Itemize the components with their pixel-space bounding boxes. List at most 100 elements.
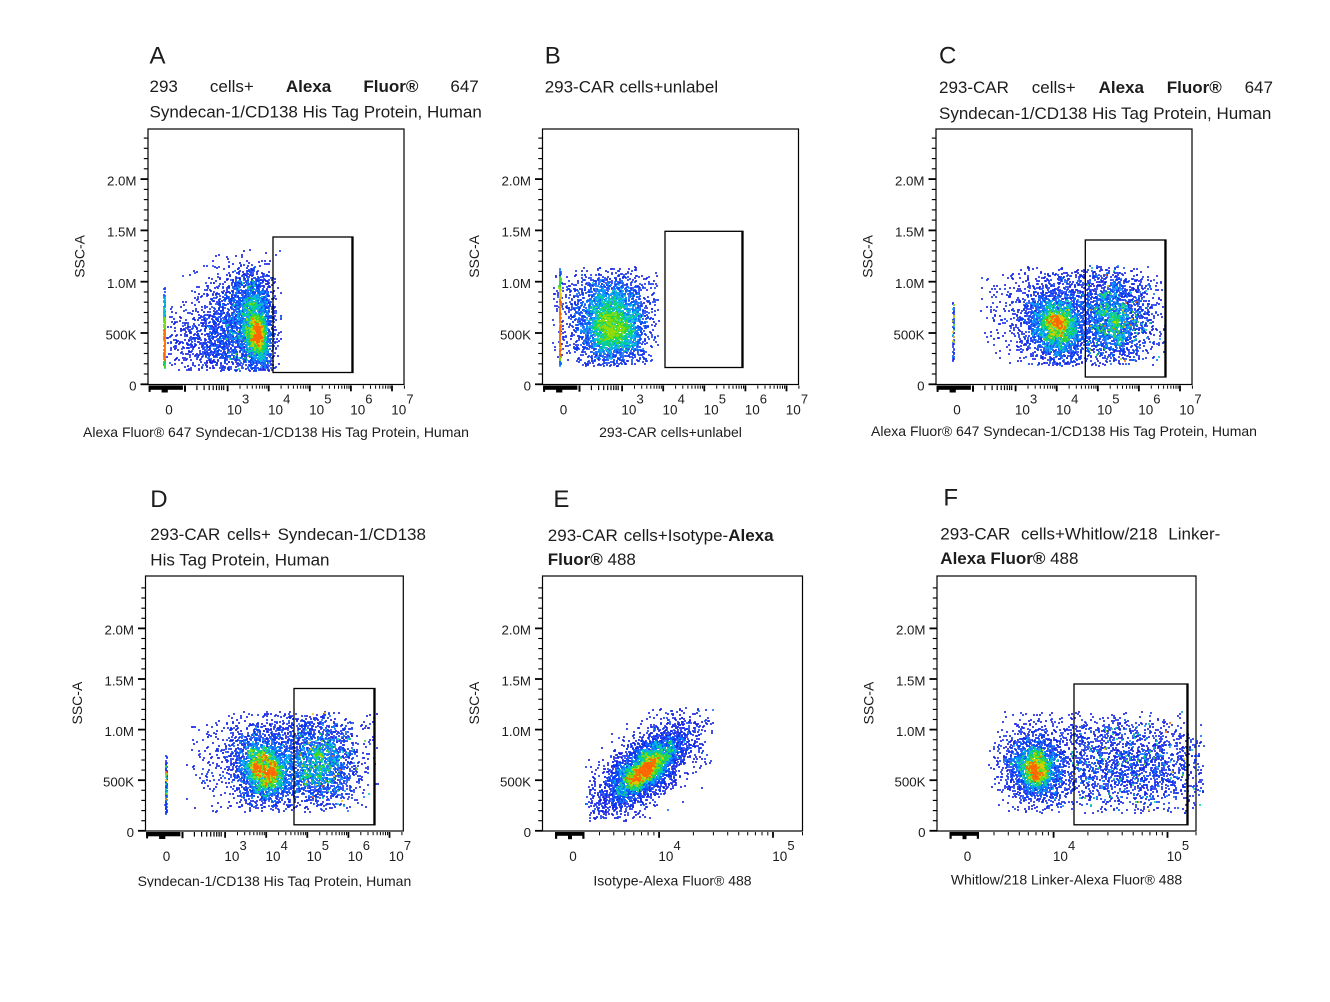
svg-text:1.0M: 1.0M — [501, 724, 531, 739]
svg-text:4: 4 — [678, 392, 685, 407]
svg-text:Alexa Fluor® 647 Syndecan-1/CD: Alexa Fluor® 647 Syndecan-1/CD138 His Ta… — [83, 424, 469, 440]
svg-text:Alexa: Alexa — [728, 526, 774, 545]
svg-text:A: A — [150, 42, 166, 69]
svg-text:Syndecan-1/CD138 His Tag Prote: Syndecan-1/CD138 His Tag Protein, Human — [150, 103, 482, 122]
svg-text:cells+Isotype-: cells+Isotype- — [624, 526, 728, 545]
svg-text:His Tag Protein, Human: His Tag Protein, Human — [150, 551, 329, 570]
svg-text:Syndecan-1/CD138 His Tag Prote: Syndecan-1/CD138 His Tag Protein, Human — [138, 873, 412, 889]
svg-text:4: 4 — [1068, 838, 1075, 853]
svg-text:10: 10 — [1015, 403, 1030, 418]
svg-text:10: 10 — [1097, 403, 1112, 418]
svg-text:2.0M: 2.0M — [107, 173, 137, 188]
svg-text:10: 10 — [1056, 403, 1071, 418]
svg-text:3: 3 — [242, 392, 249, 407]
svg-text:1.5M: 1.5M — [501, 673, 531, 688]
svg-text:C: C — [939, 42, 956, 69]
svg-text:SSC-A: SSC-A — [861, 681, 877, 724]
svg-text:293-CAR cells+unlabel: 293-CAR cells+unlabel — [545, 78, 718, 97]
svg-text:1.5M: 1.5M — [896, 673, 926, 688]
svg-text:488: 488 — [608, 550, 636, 569]
svg-text:Isotype-Alexa Fluor® 488: Isotype-Alexa Fluor® 488 — [593, 872, 751, 888]
svg-text:10: 10 — [224, 849, 239, 864]
svg-text:10: 10 — [745, 403, 760, 418]
svg-text:2.0M: 2.0M — [104, 623, 134, 638]
svg-text:SSC-A: SSC-A — [69, 681, 85, 724]
svg-text:293-CAR: 293-CAR — [940, 525, 1010, 544]
svg-text:6: 6 — [760, 392, 767, 407]
svg-text:0: 0 — [917, 379, 924, 394]
svg-text:647: 647 — [1245, 78, 1273, 97]
svg-text:10: 10 — [348, 849, 363, 864]
svg-text:10: 10 — [266, 849, 281, 864]
svg-text:10: 10 — [1138, 403, 1153, 418]
svg-text:1.5M: 1.5M — [104, 673, 134, 688]
svg-text:Fluor®: Fluor® — [548, 550, 603, 569]
svg-text:293-CAR: 293-CAR — [939, 78, 1009, 97]
svg-text:2.0M: 2.0M — [896, 623, 926, 638]
svg-text:cells+: cells+ — [227, 525, 271, 544]
svg-text:647: 647 — [450, 77, 478, 96]
svg-text:Fluor®: Fluor® — [1167, 78, 1222, 97]
svg-text:7: 7 — [406, 392, 413, 407]
svg-text:1.0M: 1.0M — [896, 724, 926, 739]
svg-text:10: 10 — [1167, 849, 1182, 864]
svg-text:488: 488 — [1050, 549, 1078, 568]
svg-text:SSC-A: SSC-A — [466, 234, 482, 277]
svg-text:0: 0 — [560, 403, 568, 418]
svg-text:10: 10 — [663, 403, 678, 418]
svg-text:293-CAR cells+unlabel: 293-CAR cells+unlabel — [599, 424, 742, 440]
svg-text:0: 0 — [524, 825, 531, 840]
svg-text:500K: 500K — [500, 775, 531, 790]
svg-text:0: 0 — [524, 379, 531, 394]
svg-text:cells+: cells+ — [1032, 78, 1076, 97]
svg-text:2.0M: 2.0M — [501, 623, 531, 638]
svg-text:cells+Whitlow/218: cells+Whitlow/218 — [1021, 525, 1158, 544]
svg-text:10: 10 — [391, 403, 406, 418]
svg-text:SSC-A: SSC-A — [466, 681, 482, 724]
svg-text:6: 6 — [365, 392, 372, 407]
svg-text:B: B — [545, 42, 561, 69]
svg-text:5: 5 — [322, 838, 329, 853]
svg-text:Alexa: Alexa — [286, 77, 332, 96]
svg-text:5: 5 — [1182, 838, 1189, 853]
svg-text:10: 10 — [658, 849, 673, 864]
svg-text:3: 3 — [637, 392, 644, 407]
svg-text:0: 0 — [163, 849, 171, 864]
svg-text:10: 10 — [350, 403, 365, 418]
svg-text:0: 0 — [569, 849, 577, 864]
svg-text:10: 10 — [621, 403, 636, 418]
svg-text:5: 5 — [1112, 392, 1119, 407]
svg-text:cells+: cells+ — [210, 77, 254, 96]
svg-text:10: 10 — [268, 403, 283, 418]
svg-text:1.5M: 1.5M — [895, 225, 925, 240]
svg-text:1.5M: 1.5M — [501, 225, 531, 240]
svg-text:500K: 500K — [893, 327, 924, 342]
svg-text:0: 0 — [918, 825, 925, 840]
svg-text:1.0M: 1.0M — [104, 724, 134, 739]
svg-text:2.0M: 2.0M — [895, 173, 925, 188]
svg-text:D: D — [150, 486, 167, 513]
svg-text:0: 0 — [964, 849, 972, 864]
svg-text:Syndecan-1/CD138: Syndecan-1/CD138 — [278, 525, 426, 544]
svg-text:1.5M: 1.5M — [107, 225, 137, 240]
svg-text:500K: 500K — [500, 327, 531, 342]
svg-text:Alexa Fluor®: Alexa Fluor® — [940, 549, 1046, 568]
svg-text:Whitlow/218 Linker-Alexa Fluor: Whitlow/218 Linker-Alexa Fluor® 488 — [951, 871, 1183, 887]
svg-text:1.0M: 1.0M — [107, 276, 137, 291]
svg-text:4: 4 — [674, 838, 681, 853]
svg-text:3: 3 — [240, 838, 247, 853]
svg-text:5: 5 — [324, 392, 331, 407]
svg-text:Linker-: Linker- — [1168, 525, 1220, 544]
svg-text:E: E — [553, 486, 569, 513]
svg-text:3: 3 — [1030, 392, 1037, 407]
svg-text:SSC-A: SSC-A — [860, 234, 876, 277]
svg-text:10: 10 — [772, 849, 787, 864]
svg-text:SSC-A: SSC-A — [72, 234, 88, 277]
svg-text:4: 4 — [283, 392, 290, 407]
svg-text:Syndecan-1/CD138 His Tag Prote: Syndecan-1/CD138 His Tag Protein, Human — [939, 104, 1271, 123]
svg-text:10: 10 — [704, 403, 719, 418]
svg-text:10: 10 — [227, 403, 242, 418]
svg-text:7: 7 — [404, 838, 411, 853]
svg-text:Alexa: Alexa — [1099, 78, 1145, 97]
svg-text:7: 7 — [801, 392, 808, 407]
